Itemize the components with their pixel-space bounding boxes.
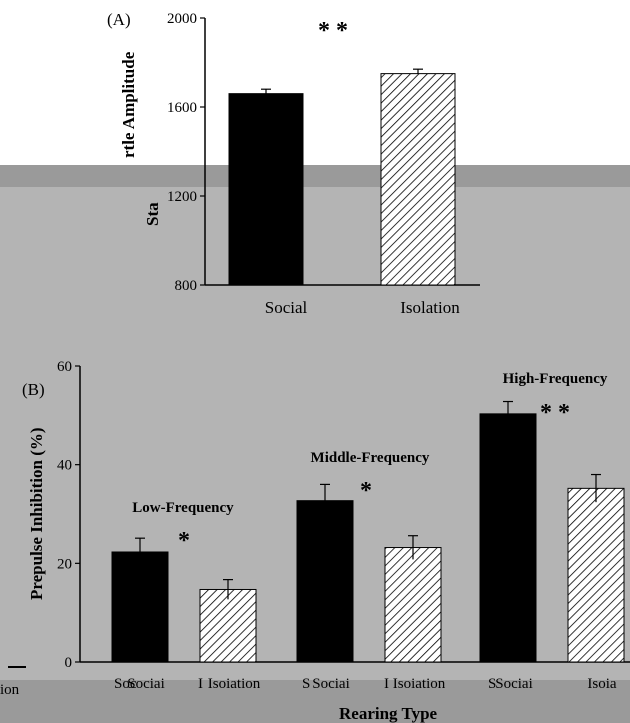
panel-b: (B) 0 20 40 60 Sociai Isoiation Sociai Isoiati… [22,359,630,723]
panel-a-x-tick-labels: Social Isolation [265,298,460,317]
panel-b-y-tick-label: 0 [65,655,73,671]
panel-b-x-tick-label: Isoiation [208,676,261,692]
panel-b-x-tick-label: Sociai [312,676,350,692]
panel-b-group-label: Low-Frequency [132,500,234,516]
panel-b-ylabel: Prepulse Inhibition (%) [27,427,46,600]
panel-a-bars [228,68,456,286]
panel-b-group-label: Middle-Frequency [311,450,430,466]
panel-b-bar-middle-frequency-isolation [384,547,442,663]
panel-b-bars [111,400,625,663]
overlay-band-lower [0,680,630,723]
panel-b-bar-low-frequency-isolation [199,588,257,663]
panel-b-significance: * * [540,400,570,426]
panel-b-y-tick-label: 40 [57,458,72,474]
panel-a-x-tick-label: Isolation [400,298,460,317]
panel-b-x-tick-label: Isoiation [393,676,446,692]
panel-a-ylabel-fragment-1: rtle Amplitude [119,51,138,158]
panel-b-significance: * [360,478,372,504]
overlay-fragment-s-2: S [488,676,496,692]
panel-b-bar-high-frequency-isolation [567,487,625,663]
overlay-fragment-soc: Soc [114,676,137,692]
panel-b-x-tick-labels: Sociai Isoiation Sociai Isoiation Sociai Isoi… [127,676,617,692]
panel-b-xlabel: Rearing Type [339,704,438,723]
panel-b-y-tick-label: 20 [57,556,72,572]
panel-a-y-tick-label: 2000 [167,11,197,27]
overlay-fragment-ion: ion [0,682,20,698]
panel-a-label: (A) [107,10,131,29]
panel-a-y-tick-label: 800 [175,278,198,294]
panel-a-significance: * * [318,18,348,44]
panel-b-y-tick-label: 60 [57,359,72,375]
overlay-fragment-i-2: I [384,676,389,692]
panel-a-bar-isolation [380,73,456,286]
panel-b-bar-low-frequency-social [111,551,169,663]
overlay-fragment-i-1: I [198,676,203,692]
panel-a-x-tick-label: Social [265,298,308,317]
panel-b-significance: * [178,528,190,554]
overlay-fragment-s-1: S [302,676,310,692]
panel-b-label: (B) [22,380,45,399]
panel-b-group-label: High-Frequency [503,371,608,387]
overlay-band-upper [0,165,630,187]
panel-b-group-labels: Low-Frequency * Middle-Frequency * High-Freq… [132,371,608,554]
panel-b-x-tick-label: Sociai [495,676,533,692]
panel-b-bar-high-frequency-social [479,413,537,663]
panel-a-bar-social [228,93,304,286]
panel-a-y-tick-label: 1600 [167,100,197,116]
panel-a-ylabel-fragment-2: Sta [143,202,162,226]
panel-b-y-axis: 0 20 40 60 [57,359,630,671]
panel-b-x-tick-label: Isoia [587,676,617,692]
panel-a-y-tick-label: 1200 [167,189,197,205]
panel-b-x-tick-label: Sociai [127,676,165,692]
panel-b-bar-middle-frequency-social [296,500,354,663]
